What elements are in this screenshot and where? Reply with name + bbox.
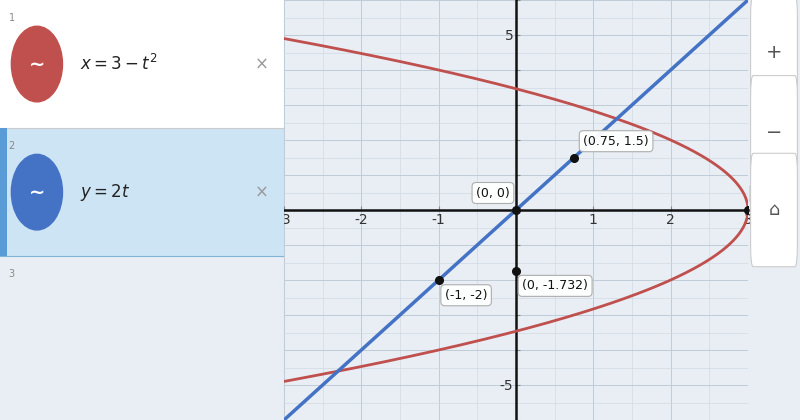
FancyBboxPatch shape: [750, 76, 798, 189]
Text: ×: ×: [254, 55, 268, 73]
Text: +: +: [766, 43, 782, 62]
Bar: [0, 256, 284, 420]
Text: 3: 3: [9, 269, 14, 279]
Text: 2: 2: [9, 141, 14, 151]
Circle shape: [11, 26, 62, 102]
Text: (3, 0): (3, 0): [754, 187, 788, 200]
Bar: [0, 0, 284, 128]
Circle shape: [11, 155, 62, 230]
Text: ∼: ∼: [29, 183, 45, 202]
Text: $x = 3 - t^2$: $x = 3 - t^2$: [79, 54, 157, 74]
FancyBboxPatch shape: [750, 0, 798, 109]
Text: (0.75, 1.5): (0.75, 1.5): [583, 135, 649, 148]
Text: ×: ×: [254, 183, 268, 201]
Text: (0, 0): (0, 0): [476, 186, 510, 199]
Text: −: −: [766, 123, 782, 142]
Text: (-1, -2): (-1, -2): [445, 289, 487, 302]
Text: $y = 2t$: $y = 2t$: [79, 181, 130, 202]
Text: 1: 1: [9, 13, 14, 23]
Bar: [0, 128, 7, 256]
FancyBboxPatch shape: [750, 153, 798, 267]
Text: ⌂: ⌂: [768, 201, 780, 219]
Bar: [0, 128, 284, 256]
Text: (0, -1.732): (0, -1.732): [522, 279, 588, 292]
Text: ∼: ∼: [29, 55, 45, 74]
